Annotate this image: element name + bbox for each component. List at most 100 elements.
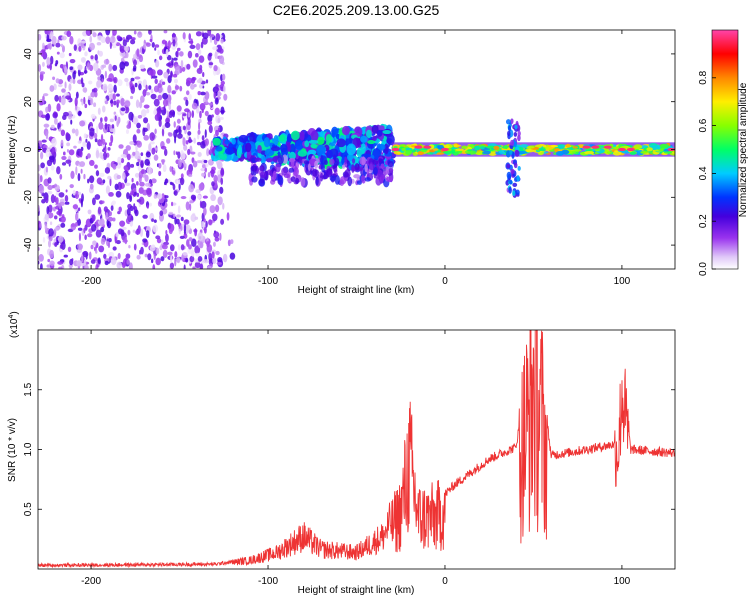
spectrogram-cell	[166, 138, 171, 144]
spectrogram-cell	[201, 172, 206, 177]
spectrogram-cell	[207, 114, 213, 123]
spectrogram-cell	[69, 78, 74, 84]
spectrogram-cell	[180, 196, 187, 200]
spectrogram-cell	[144, 158, 150, 166]
spectrogram-cell	[506, 171, 512, 179]
spectrogram-cell	[53, 238, 57, 244]
spectrogram-cell	[372, 135, 377, 141]
spectrogram-cell	[133, 30, 137, 35]
spectrogram-cell	[116, 35, 121, 40]
spectrogram-cell	[251, 176, 258, 183]
spectrogram-cell	[88, 80, 93, 85]
spectrogram-cell	[162, 99, 169, 107]
spectrogram-cell	[125, 145, 131, 151]
spectrogram-cell	[136, 122, 141, 129]
spectrogram-cell	[72, 189, 76, 196]
spectrogram-cell	[202, 71, 205, 78]
spectrogram-cell	[165, 229, 168, 235]
spectrogram-cell	[148, 30, 152, 35]
spectrogram-cell	[63, 254, 68, 258]
spectrogram-cell	[79, 161, 86, 168]
spectrogram-cell	[103, 206, 108, 213]
spectrogram-cell	[50, 165, 55, 171]
spectrogram-cell	[89, 42, 95, 51]
spectrogram-cell	[199, 110, 202, 119]
spectrogram-cell	[378, 125, 385, 132]
spectrogram-cell	[157, 94, 163, 101]
spectrogram-cell	[69, 66, 74, 71]
spectrogram-cell	[314, 160, 319, 169]
spectrogram-cell	[117, 79, 123, 87]
spectrogram-cell	[95, 229, 102, 238]
spectrogram-cell	[278, 176, 284, 186]
spectrogram-cell	[190, 83, 195, 90]
spectrogram-cell	[75, 166, 78, 176]
spectrogram-cell	[512, 190, 516, 197]
spectrogram-cell	[178, 158, 182, 168]
spectrogram-cell	[316, 136, 325, 146]
spectrogram-cell	[105, 30, 111, 36]
spectrogram-cell	[152, 264, 156, 269]
spectrogram-cell	[73, 44, 77, 51]
spectrogram-cell	[116, 261, 122, 269]
spectrogram-cell	[120, 97, 125, 107]
spectrogram-cell	[188, 237, 193, 242]
spectrogram-cell	[112, 163, 117, 170]
spectrogram-cell	[325, 134, 333, 143]
spectrogram-cell	[220, 80, 225, 86]
spectrogram-cell	[194, 245, 201, 255]
spectrogram-cell	[101, 64, 107, 68]
spectrogram-cell	[97, 107, 101, 115]
spectrogram-hotspot	[591, 145, 600, 149]
spectrogram-cell	[69, 36, 74, 45]
spectrogram-cell	[187, 116, 191, 126]
spectrogram-cell	[56, 103, 61, 112]
spectrogram-cell	[110, 205, 114, 211]
spectrogram-cell	[280, 144, 288, 153]
spectrogram-cell	[479, 146, 485, 150]
spectrogram-cell	[203, 259, 209, 264]
spectrogram-cell	[663, 151, 672, 154]
spectrogram-cell	[66, 30, 72, 38]
spectrogram-cell	[59, 52, 65, 59]
spectrogram-cell	[190, 194, 197, 201]
spectrogram-cell	[188, 93, 192, 101]
spectrogram-cell	[78, 42, 84, 48]
spectrogram-cell	[39, 101, 44, 106]
spectrogram-cell	[61, 162, 67, 166]
snr-panel: -200 -100 0 100 0.5 1.0 1.5 Height of straight…	[7, 311, 676, 596]
spectrogram-cell	[220, 38, 224, 44]
spectrogram-cell	[351, 163, 355, 173]
spectrogram-cell	[105, 185, 111, 195]
spectrogram-cell	[143, 127, 148, 132]
spectrogram-cell	[116, 174, 122, 180]
spectrogram-cell	[135, 99, 140, 109]
spectrogram-cell	[217, 196, 223, 206]
spectrogram-cell	[127, 213, 133, 223]
spectrogram-cell	[188, 33, 192, 41]
spectrogram-x-tick-label: 100	[614, 276, 631, 287]
spectrogram-cell	[153, 154, 159, 161]
spectrogram-cell	[184, 166, 187, 171]
spectrogram-cell	[128, 262, 133, 269]
spectrogram-cell	[136, 181, 139, 186]
spectrogram-cell	[95, 149, 100, 159]
spectrogram-cell	[52, 112, 58, 119]
spectrogram-cell	[364, 177, 372, 182]
spectrogram-cell	[68, 149, 75, 156]
spectrogram-cell	[138, 101, 143, 109]
spectrogram-cell	[137, 80, 142, 85]
spectrogram-cell	[134, 76, 141, 80]
spectrogram-cell	[47, 190, 53, 195]
spectrogram-cell	[213, 231, 220, 238]
spectrogram-cell	[489, 148, 494, 152]
spectrogram-cell	[209, 205, 216, 214]
spectrogram-cell	[59, 244, 64, 249]
spectrogram-cell	[227, 239, 231, 247]
spectrogram-cell	[109, 99, 114, 104]
spectrogram-cell	[295, 177, 300, 184]
spectrogram-cell	[124, 77, 129, 83]
spectrogram-cell	[46, 56, 51, 66]
spectrogram-hotspot	[582, 145, 591, 149]
